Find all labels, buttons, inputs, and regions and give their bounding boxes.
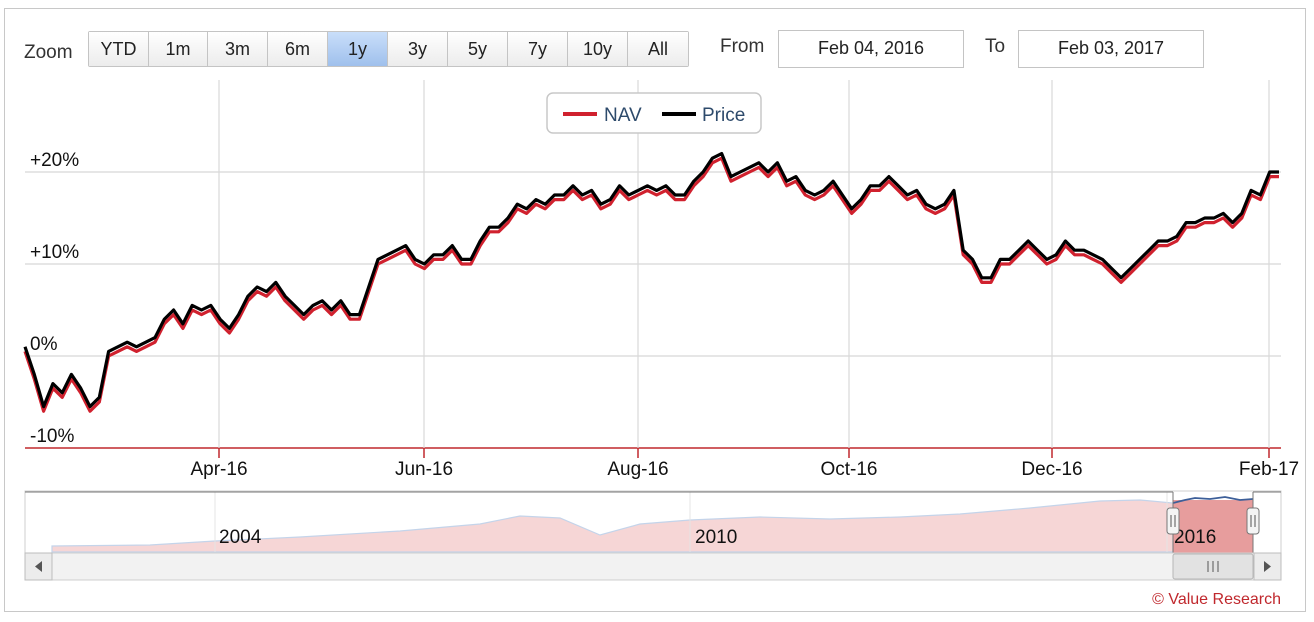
x-axis-labels: Apr-16 Jun-16 Aug-16 Oct-16 Dec-16 Feb-17 — [190, 459, 1299, 480]
zoom-button-all[interactable]: All — [628, 32, 688, 66]
grid-lines — [25, 80, 1281, 458]
y-tick-label: -10% — [30, 426, 74, 447]
zoom-button-6m[interactable]: 6m — [268, 32, 328, 66]
navigator[interactable]: 2004 2010 2016 — [24, 490, 1282, 554]
zoom-button-7y[interactable]: 7y — [508, 32, 568, 66]
zoom-button-3y[interactable]: 3y — [388, 32, 448, 66]
zoom-button-1y[interactable]: 1y — [328, 32, 388, 66]
x-tick-label: Feb-17 — [1239, 459, 1299, 480]
navigator-year-label: 2016 — [1174, 527, 1216, 548]
zoom-button-5y[interactable]: 5y — [448, 32, 508, 66]
zoom-label: Zoom — [24, 42, 73, 63]
credit-link[interactable]: © Value Research — [1152, 591, 1281, 608]
x-tick-label: Oct-16 — [820, 459, 877, 480]
navigator-year-label: 2004 — [219, 527, 262, 548]
scrollbar-track[interactable] — [24, 552, 1282, 581]
navigator-selection-line — [1172, 496, 1254, 504]
y-tick-label: +20% — [30, 150, 79, 171]
zoom-button-group: YTD 1m 3m 6m 1y 3y 5y 7y 10y All — [88, 31, 689, 67]
legend-nav-label[interactable]: NAV — [604, 105, 642, 126]
series-line-nav[interactable] — [23, 156, 1279, 413]
to-label: To — [985, 36, 1006, 57]
zoom-button-10y[interactable]: 10y — [568, 32, 628, 66]
arrow-right-icon — [1264, 561, 1271, 572]
from-date-input[interactable]: Feb 04, 2016 — [778, 30, 964, 68]
chart-container — [4, 8, 1306, 612]
y-tick-label: +10% — [30, 242, 79, 263]
to-date-input[interactable]: Feb 03, 2017 — [1018, 30, 1204, 68]
scrollbar[interactable] — [24, 552, 1282, 581]
legend-box — [546, 92, 762, 134]
arrow-left-icon — [35, 561, 42, 572]
x-tick-label: Jun-16 — [395, 459, 453, 480]
zoom-button-1m[interactable]: 1m — [149, 32, 208, 66]
navigator-right-handle[interactable] — [1246, 507, 1260, 535]
from-label: From — [720, 36, 765, 57]
navigator-area — [51, 499, 1174, 553]
series-lines — [23, 152, 1279, 413]
y-axis-labels: +20% +10% 0% -10% — [30, 150, 79, 447]
x-tick-label: Aug-16 — [607, 459, 668, 480]
navigator-left-handle[interactable] — [1166, 507, 1180, 535]
x-tick-label: Apr-16 — [190, 459, 247, 480]
series-line-price[interactable] — [23, 152, 1279, 409]
zoom-button-3m[interactable]: 3m — [208, 32, 268, 66]
y-tick-label: 0% — [30, 334, 58, 355]
navigator-selection[interactable] — [1173, 500, 1253, 553]
legend-price-label[interactable]: Price — [702, 105, 745, 126]
navigator-year-label: 2010 — [695, 527, 737, 548]
x-tick-label: Dec-16 — [1021, 459, 1082, 480]
zoom-button-ytd[interactable]: YTD — [89, 32, 149, 66]
legend: NAV Price — [546, 92, 762, 134]
